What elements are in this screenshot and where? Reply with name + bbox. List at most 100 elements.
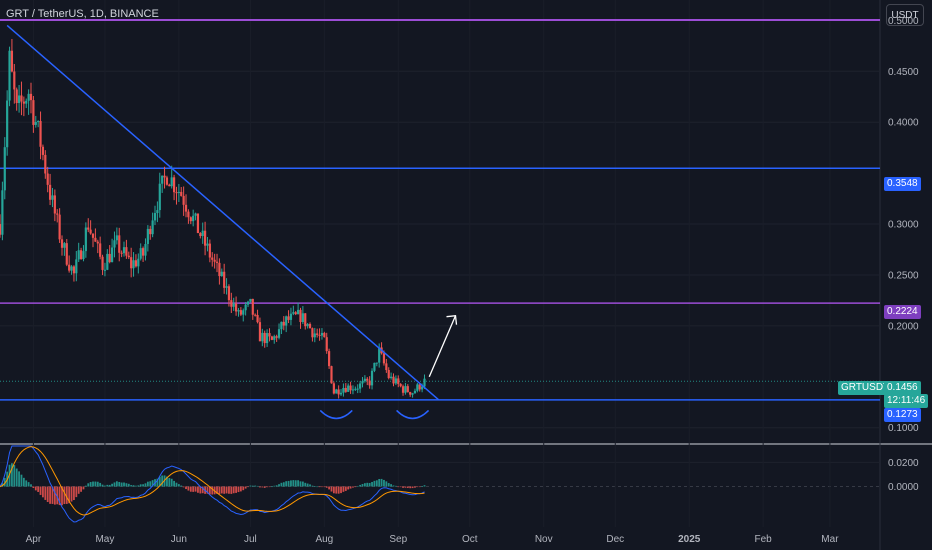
bottom-arc-left	[319, 409, 353, 420]
candle-body	[208, 243, 211, 258]
macd-histogram-bar	[206, 486, 209, 494]
macd-histogram-bar	[371, 481, 373, 487]
macd-histogram-bar	[383, 479, 385, 487]
price-tick-label: 0.1000	[888, 423, 919, 434]
macd-histogram-bar	[144, 483, 147, 487]
candle-body	[175, 192, 178, 194]
candle-body	[161, 175, 164, 184]
candle-body	[239, 310, 242, 315]
macd-histogram-bar	[49, 486, 51, 504]
macd-histogram-bar	[318, 486, 321, 488]
time-tick-label: Mar	[821, 534, 839, 545]
macd-histogram-bar	[373, 480, 376, 487]
time-tick-label: Oct	[462, 534, 478, 545]
candle-body	[96, 241, 99, 244]
macd-histogram-bar	[411, 486, 414, 489]
candle-body	[141, 248, 145, 256]
time-tick-label: Apr	[26, 534, 42, 545]
macd-histogram-bar	[416, 486, 419, 488]
macd-histogram-bar	[256, 485, 259, 487]
candle-body	[256, 314, 259, 323]
macd-histogram-bar	[87, 483, 90, 487]
time-tick-label: Aug	[315, 534, 333, 545]
candle-body	[3, 147, 6, 191]
currency-button[interactable]: USDT	[886, 4, 924, 26]
macd-histogram-bar	[323, 486, 326, 488]
macd-histogram-bar	[299, 481, 302, 487]
candle-body	[201, 230, 204, 237]
macd-histogram-bar	[275, 485, 278, 487]
candle-body	[101, 256, 104, 270]
candle-body	[137, 258, 140, 267]
candle-body	[237, 310, 240, 312]
price-tick-label: 0.4000	[888, 118, 919, 129]
candle-body	[421, 386, 424, 390]
candle-body	[106, 253, 109, 270]
macd-line	[0, 445, 425, 523]
macd-histogram-bar	[189, 486, 192, 492]
macd-histogram-bar	[270, 486, 273, 488]
macd-histogram-bar	[146, 481, 149, 487]
macd-histogram-bar	[335, 486, 338, 494]
candle-body	[330, 366, 333, 384]
macd-histogram-bar	[1, 483, 4, 487]
macd-histogram-bar	[142, 484, 144, 487]
candle-body	[113, 240, 116, 248]
macd-histogram-bar	[175, 482, 178, 487]
candle-body	[0, 224, 2, 235]
macd-histogram-bar	[18, 471, 20, 487]
candle-body	[75, 259, 78, 274]
macd-histogram-bar	[304, 482, 307, 487]
macd-histogram-bar	[363, 483, 366, 487]
macd-histogram-bar	[168, 477, 171, 487]
candle-body	[363, 378, 366, 382]
candle-body	[146, 228, 149, 244]
macd-histogram-bar	[409, 486, 412, 489]
macd-histogram-bar	[177, 484, 180, 487]
macd-histogram-bar	[89, 482, 92, 487]
candle-body	[301, 313, 304, 323]
candle-body	[199, 233, 202, 237]
macd-histogram-bar	[225, 486, 228, 494]
macd-tick-label: 0.0000	[888, 482, 919, 493]
candle-body	[339, 392, 343, 395]
candle-body	[187, 211, 190, 218]
macd-histogram-bar	[294, 480, 297, 487]
candle-body	[254, 314, 257, 316]
macd-histogram-bar	[239, 486, 242, 492]
breakout-arrow	[428, 315, 457, 378]
macd-histogram-bar	[8, 464, 11, 487]
macd-tick-label: 0.0200	[888, 458, 919, 469]
macd-histogram-bar	[182, 486, 185, 488]
macd-histogram-bar	[235, 486, 237, 493]
candle-body	[356, 388, 359, 390]
candle-body	[378, 347, 381, 363]
signal-line	[0, 446, 425, 516]
macd-histogram-bar	[139, 484, 142, 487]
macd-histogram-bar	[394, 485, 397, 487]
candle-body	[10, 50, 14, 72]
candle-body	[156, 210, 159, 214]
time-tick-label: 2025	[678, 534, 701, 545]
macd-histogram-bar	[158, 476, 161, 487]
candle-body	[15, 89, 18, 104]
macd-histogram-bar	[397, 486, 400, 488]
macd-histogram-bar	[242, 486, 245, 491]
candle-body	[382, 353, 386, 364]
macd-histogram-bar	[185, 486, 187, 490]
candle-body	[246, 301, 250, 305]
macd-histogram-bar	[30, 484, 32, 487]
macd-histogram-bar	[228, 486, 230, 494]
macd-histogram-bar	[273, 485, 276, 487]
macd-histogram-bar	[13, 465, 16, 487]
candle-body	[127, 255, 130, 258]
macd-histogram-bar	[58, 486, 61, 506]
macd-histogram-bar	[263, 486, 266, 488]
macd-histogram-bar	[20, 474, 23, 487]
macd-histogram-bar	[237, 486, 240, 493]
macd-histogram-bar	[280, 482, 283, 487]
candle-body	[41, 146, 45, 155]
macd-histogram-bar	[173, 480, 175, 487]
candle-body	[332, 383, 335, 394]
